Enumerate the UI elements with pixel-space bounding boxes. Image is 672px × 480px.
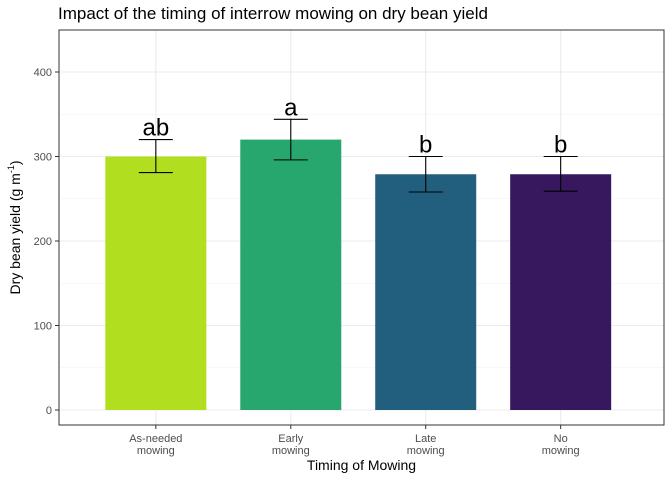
x-tick-label-line: No	[554, 433, 568, 445]
x-tick-label: Late mowing	[407, 433, 445, 457]
chart-title: Impact of the timing of interrow mowing …	[58, 4, 488, 23]
y-axis-title-main: Dry bean yield (g m	[7, 173, 23, 294]
y-axis-ticks: 0 100 200 300 400	[34, 67, 59, 417]
x-tick-label-line: mowing	[542, 445, 580, 457]
y-tick-label: 100	[34, 321, 52, 333]
significance-label-1: a	[284, 94, 298, 121]
error-bar-2	[408, 155, 443, 193]
y-tick-label: 400	[34, 67, 52, 79]
x-tick-label: As-needed mowing	[129, 433, 182, 457]
bar-0	[105, 156, 207, 410]
y-axis-title: Dry bean yield (g m-1)	[6, 160, 23, 294]
y-tick-label: 200	[34, 236, 52, 248]
x-tick-label: No mowing	[542, 433, 580, 457]
y-axis-title-superscript: -1	[6, 165, 16, 173]
x-tick-label: Early mowing	[272, 433, 310, 457]
y-axis-title-close: )	[7, 160, 23, 165]
x-tick-label-line: mowing	[272, 445, 310, 457]
significance-label-0: ab	[142, 115, 169, 142]
bars	[105, 139, 612, 410]
bar-2	[375, 174, 477, 410]
x-axis-title: Timing of Mowing	[307, 457, 416, 473]
x-tick-label-line: mowing	[137, 445, 175, 457]
x-tick-label-line: Early	[278, 433, 304, 445]
y-tick-label: 0	[46, 405, 52, 417]
error-bar-1	[273, 118, 308, 161]
significance-label-3: b	[554, 132, 567, 159]
bar-3	[510, 174, 612, 410]
bar-1	[240, 139, 342, 410]
x-tick-label-line: mowing	[407, 445, 445, 457]
panel-border	[58, 29, 665, 426]
error-bars	[138, 118, 578, 193]
x-tick-label-line: As-needed	[129, 433, 182, 445]
y-tick-label: 300	[34, 152, 52, 164]
significance-label-2: b	[419, 132, 432, 159]
error-bar-0	[138, 139, 173, 174]
x-tick-label-line: Late	[415, 433, 436, 445]
error-bar-3	[543, 155, 578, 192]
